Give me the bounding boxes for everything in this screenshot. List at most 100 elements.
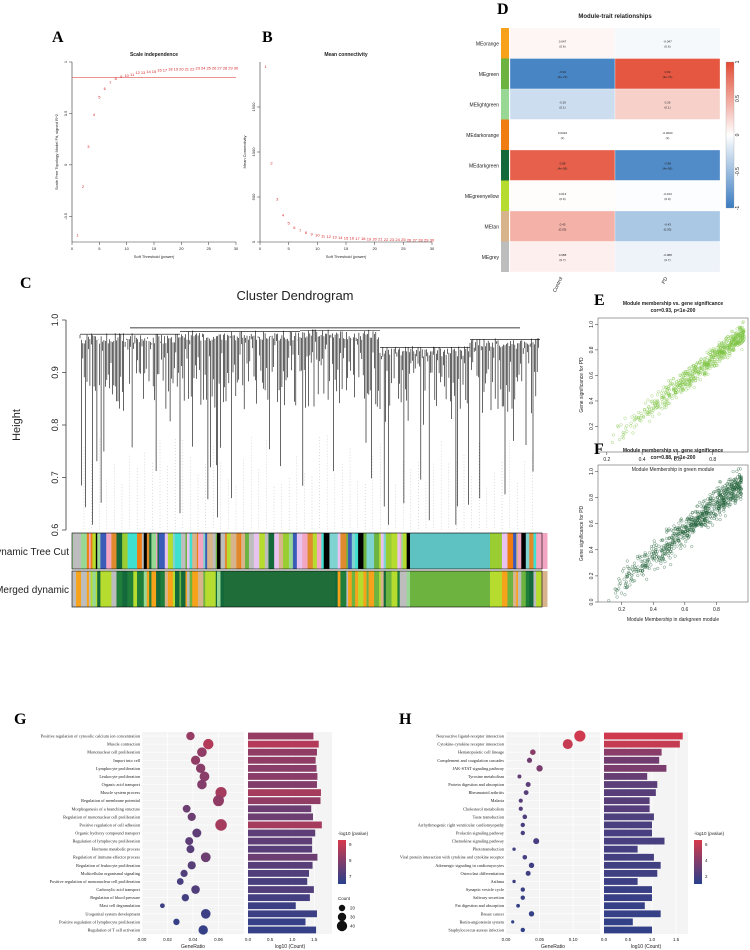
gene-point	[624, 581, 628, 585]
gene-point	[652, 539, 656, 543]
module-color-strip	[501, 211, 509, 242]
term-label: Asthma	[491, 879, 504, 884]
power-point: 6	[293, 225, 296, 230]
tree-cut-color-band	[245, 533, 250, 569]
tree-cut-color-band	[410, 533, 490, 569]
gene-point	[685, 534, 689, 538]
gene-point	[690, 525, 694, 529]
gene-point	[635, 555, 639, 559]
gene-point	[733, 332, 737, 336]
count-bar	[604, 781, 658, 788]
size-legend-label: 20	[350, 906, 356, 911]
x-tick-label: 0.4	[639, 457, 646, 463]
pvalue-legend-tick: 9	[349, 842, 352, 847]
gene-point	[717, 349, 721, 353]
power-point: 29	[228, 66, 233, 71]
enrichment-dot	[525, 870, 531, 876]
cell-pvalue: (0.7)	[559, 258, 565, 262]
tree-cut-color-band	[151, 533, 157, 569]
gene-point	[655, 405, 659, 409]
gene-point	[671, 388, 675, 392]
x-tick-label: 1.5	[673, 937, 680, 942]
enrichment-dot	[185, 837, 194, 846]
heatmap-cell	[509, 27, 616, 59]
y-tick-label: 1.0	[589, 468, 595, 475]
gene-point	[705, 514, 709, 518]
gene-point	[647, 413, 651, 417]
row-label-merged-dynamic: Merged dynamic	[0, 585, 69, 596]
tree-cut-color-band	[329, 533, 335, 569]
power-point: 20	[179, 67, 184, 72]
heatmap-cell	[614, 180, 721, 212]
gene-point	[660, 548, 664, 552]
gene-point	[625, 424, 629, 428]
term-label: Taste transduction	[473, 814, 505, 819]
gene-point	[689, 377, 693, 381]
count-bar	[248, 821, 322, 829]
leaf-guides	[83, 435, 533, 530]
gene-point	[698, 366, 702, 370]
gene-point	[662, 565, 666, 569]
gene-point	[708, 498, 712, 502]
gene-point	[722, 346, 726, 350]
count-bar	[604, 878, 638, 885]
power-point: 22	[384, 237, 389, 242]
power-point: 28	[418, 237, 423, 242]
x-tick-label: 0	[71, 246, 74, 251]
tree-cut-color-band	[296, 533, 303, 569]
gene-point	[736, 467, 740, 471]
gene-point	[688, 368, 692, 372]
tree-cut-color-band	[278, 533, 284, 569]
tree-cut-color-band	[501, 533, 508, 569]
gene-point	[625, 559, 629, 563]
gene-point	[736, 341, 740, 345]
tree-cut-color-band	[97, 533, 101, 569]
gene-point	[687, 384, 691, 388]
term-label: Hematopoietic cell lineage	[458, 750, 504, 755]
merged-color-band	[525, 571, 530, 607]
gene-point	[623, 586, 627, 590]
gene-point	[735, 336, 739, 340]
tree-cut-color-band	[292, 533, 298, 569]
gene-point	[623, 583, 627, 587]
tree-cut-color-band	[302, 533, 308, 569]
gene-point	[648, 410, 652, 414]
count-bar	[248, 829, 316, 837]
panel-letter-c: C	[20, 275, 32, 292]
gene-point	[729, 343, 733, 347]
gene-point	[732, 486, 736, 490]
gene-point	[677, 521, 681, 525]
tree-cut-color-band	[172, 533, 176, 569]
merged-color-band	[160, 571, 166, 607]
gene-point	[663, 552, 667, 556]
count-bar	[248, 773, 318, 780]
tree-cut-color-band	[86, 533, 90, 569]
tree-cut-color-band	[92, 533, 97, 569]
gene-point	[738, 490, 742, 494]
tree-cut-color-band	[90, 533, 93, 569]
gene-point	[668, 542, 672, 546]
enrichment-dot	[186, 845, 195, 854]
enrichment-dot	[190, 755, 201, 765]
term-label: Morphogenesis of a branching structure	[72, 806, 141, 811]
gene-point	[657, 544, 661, 548]
gene-point	[669, 535, 673, 539]
gene-point	[641, 569, 645, 573]
gene-point	[731, 336, 735, 340]
gene-point	[662, 557, 666, 561]
gene-point	[642, 415, 646, 419]
gene-point	[645, 577, 649, 581]
merged-color-band	[175, 571, 180, 607]
gene-point	[713, 507, 717, 511]
count-bar	[248, 878, 308, 885]
count-bar	[604, 748, 662, 756]
power-point: 15	[152, 69, 157, 74]
gene-point	[627, 571, 631, 575]
cell-correlation: 0.43	[560, 222, 566, 226]
gene-point	[738, 335, 742, 339]
panel-h: 0.00 0.05 0.10 0.0 0.5 1.0 1.5 GeneRatio log10 (…	[400, 730, 725, 950]
count-bar	[604, 861, 661, 869]
merged-color-band	[149, 571, 152, 607]
count-bar	[604, 845, 638, 853]
gene-point	[633, 579, 637, 583]
